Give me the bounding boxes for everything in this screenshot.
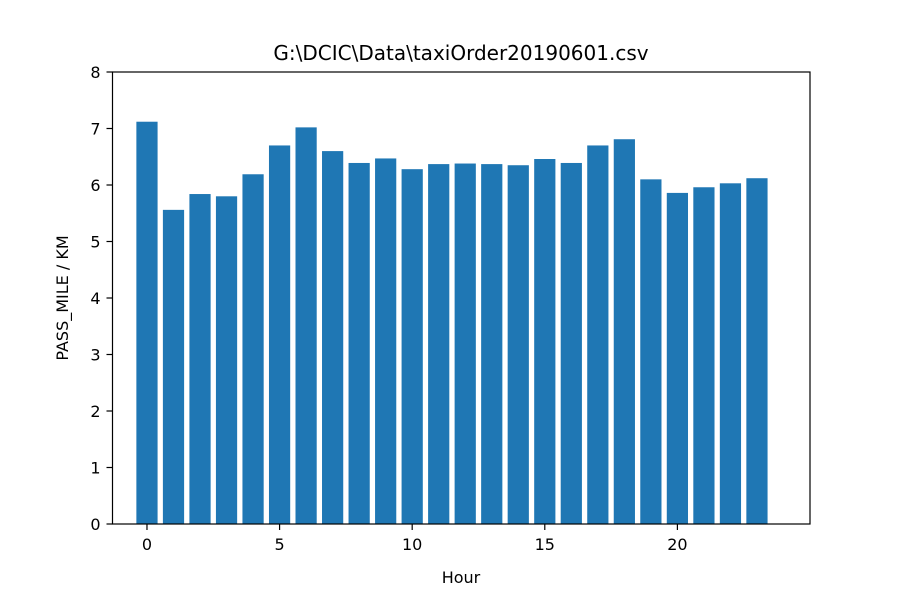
- bar-hour-5: [268, 145, 291, 524]
- bar-hour-10: [401, 169, 423, 524]
- bar-hour-20: [666, 192, 689, 524]
- y-ticks-group: 0 1 2 3 4 5 6 7 8: [90, 63, 113, 534]
- y-tick-label: 0: [90, 515, 100, 534]
- y-tick-label: 3: [90, 346, 100, 365]
- bar-hour-8: [348, 162, 370, 524]
- bars-group: [136, 121, 768, 525]
- y-tick-label: 2: [90, 402, 100, 421]
- y-tick-label: 4: [90, 289, 100, 308]
- bar-hour-6: [295, 127, 317, 525]
- bar-hour-7: [322, 151, 344, 524]
- bar-hour-17: [587, 145, 609, 524]
- y-tick-label: 5: [90, 233, 100, 252]
- x-tick-label: 20: [667, 535, 687, 554]
- bar-hour-15: [534, 159, 556, 524]
- y-tick-label: 1: [90, 459, 100, 478]
- bar-hour-11: [428, 164, 450, 524]
- chart-title: G:\DCIC\Data\taxiOrder20190601.csv: [273, 41, 648, 65]
- bar-hour-9: [375, 158, 397, 524]
- y-tick-label: 6: [90, 176, 100, 195]
- bar-hour-22: [719, 183, 742, 524]
- bar-hour-12: [454, 163, 476, 524]
- x-axis-label: Hour: [442, 568, 481, 587]
- bar-hour-3: [215, 196, 238, 525]
- bar-hour-2: [189, 194, 211, 525]
- x-ticks-group: 0 5 10 15 20: [142, 524, 688, 554]
- bar-hour-0: [136, 121, 158, 524]
- bar-hour-21: [693, 187, 715, 524]
- y-tick-label: 7: [90, 120, 100, 139]
- x-tick-label: 5: [274, 535, 284, 554]
- bar-hour-23: [746, 178, 768, 524]
- bar-hour-13: [481, 164, 503, 524]
- x-tick-label: 10: [402, 535, 422, 554]
- bar-hour-18: [613, 139, 635, 525]
- x-tick-label: 0: [142, 535, 152, 554]
- bar-hour-4: [242, 174, 264, 524]
- bar-hour-16: [560, 162, 582, 524]
- y-tick-label: 8: [90, 63, 100, 82]
- y-axis-label: PASS_MILE / KM: [53, 235, 73, 360]
- bar-hour-1: [162, 209, 185, 525]
- bar-hour-14: [507, 165, 529, 524]
- bar-hour-19: [640, 179, 662, 524]
- x-tick-label: 15: [535, 535, 555, 554]
